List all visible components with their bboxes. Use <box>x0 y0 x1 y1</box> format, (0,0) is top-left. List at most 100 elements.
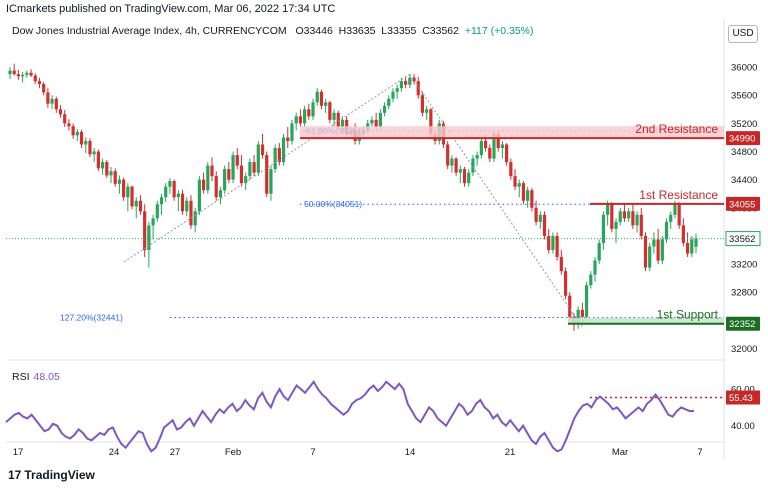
candle-body <box>458 169 462 173</box>
high-label: H <box>338 25 347 37</box>
candle-body <box>664 221 669 240</box>
close-value: 33562 <box>429 25 459 37</box>
candle-body <box>332 112 336 120</box>
candle-body <box>122 179 126 198</box>
open-label: O <box>295 25 304 37</box>
candle-body <box>134 200 138 207</box>
tradingview-brand: TradingView <box>24 468 95 482</box>
candle-body <box>206 165 210 191</box>
y-tick-label: 35200 <box>731 119 757 130</box>
candle-body <box>639 214 643 236</box>
candle-body <box>113 171 117 184</box>
candle-body <box>677 204 681 226</box>
candle-body <box>252 162 256 173</box>
candle-body <box>694 238 698 247</box>
candle-body <box>340 119 345 127</box>
candle-body <box>117 179 122 184</box>
candle-body <box>454 158 458 173</box>
candle-body <box>290 123 294 141</box>
candle-body <box>551 235 555 250</box>
candle-body <box>378 112 382 127</box>
candle-body <box>185 200 189 212</box>
currency-button[interactable]: USD <box>728 25 758 43</box>
candle-body <box>328 102 332 120</box>
candle-body <box>475 155 479 159</box>
candle-body <box>168 181 172 187</box>
candle-body <box>231 155 235 180</box>
y-tick-label: 35600 <box>731 91 757 102</box>
level-label: 1st Support <box>657 308 719 322</box>
candle-body <box>610 204 614 229</box>
level-price-label: 34990 <box>729 134 755 145</box>
candle-body <box>492 133 496 159</box>
candle-body <box>227 169 231 180</box>
fib-level-label: 50.00%(34051) <box>304 199 362 209</box>
rsi-resistance-tag <box>726 390 760 405</box>
candle-body <box>467 172 471 184</box>
candle-body <box>193 211 197 226</box>
candle-body <box>425 109 429 113</box>
candle-body <box>635 214 639 226</box>
candle-body <box>559 257 563 272</box>
y-tick-label: 32000 <box>731 344 757 355</box>
tradingview-logo[interactable]: 17 TradingView <box>8 468 95 482</box>
candle-body <box>143 211 147 250</box>
candle-body <box>138 200 143 212</box>
candle-body <box>84 140 88 145</box>
candle-body <box>21 74 25 77</box>
candle-body <box>75 131 79 136</box>
rsi-tick-label: 60.00 <box>731 385 755 396</box>
candle-body <box>622 211 627 219</box>
candle-body <box>627 211 631 219</box>
candle-body <box>311 102 315 117</box>
candle-body <box>631 211 635 226</box>
candle-body <box>526 190 530 201</box>
candle-body <box>130 186 134 207</box>
candle-body <box>542 214 547 236</box>
candle-body <box>218 190 223 198</box>
candle-body <box>164 186 168 198</box>
x-tick-label: 21 <box>505 447 516 458</box>
candle-body <box>248 162 252 177</box>
candle-body <box>399 81 403 89</box>
rsi-legend: RSI 48.05 <box>12 371 60 383</box>
candle-body <box>25 72 29 75</box>
rsi-last-value: 48.05 <box>33 371 60 383</box>
candle-body <box>303 109 307 124</box>
candle-body <box>269 169 273 194</box>
low-value: 33355 <box>387 25 417 37</box>
candle-body <box>513 176 517 187</box>
candle-body <box>58 109 63 115</box>
candle-body <box>286 137 290 141</box>
candle-body <box>281 137 286 163</box>
x-tick-label: 27 <box>170 447 181 458</box>
rsi-title: RSI <box>12 371 30 383</box>
candle-body <box>201 179 206 191</box>
rsi-tick-label: 40.00 <box>731 421 755 432</box>
candle-body <box>652 239 656 247</box>
y-tick-label: 32800 <box>731 288 757 299</box>
candle-body <box>690 239 694 254</box>
candle-body <box>387 98 391 106</box>
candle-body <box>176 193 180 198</box>
candle-body <box>517 183 521 187</box>
candle-body <box>500 144 505 148</box>
candle-body <box>446 144 450 166</box>
candle-body <box>505 144 509 163</box>
candle-body <box>530 190 534 208</box>
level-price-tag <box>726 131 760 146</box>
y-tick-label: 34800 <box>731 147 757 158</box>
candle-body <box>597 242 601 261</box>
candle-body <box>450 158 454 166</box>
candle-body <box>33 75 37 82</box>
candle-body <box>656 239 660 261</box>
candle-body <box>96 151 100 169</box>
candle-body <box>307 109 311 117</box>
fib-level-label: 127.20%(32441) <box>60 312 123 322</box>
candle-body <box>50 98 54 104</box>
candle-body <box>155 204 159 219</box>
rsi-resistance-label: 55.43 <box>729 393 753 404</box>
x-tick-label: Mar <box>612 447 628 458</box>
